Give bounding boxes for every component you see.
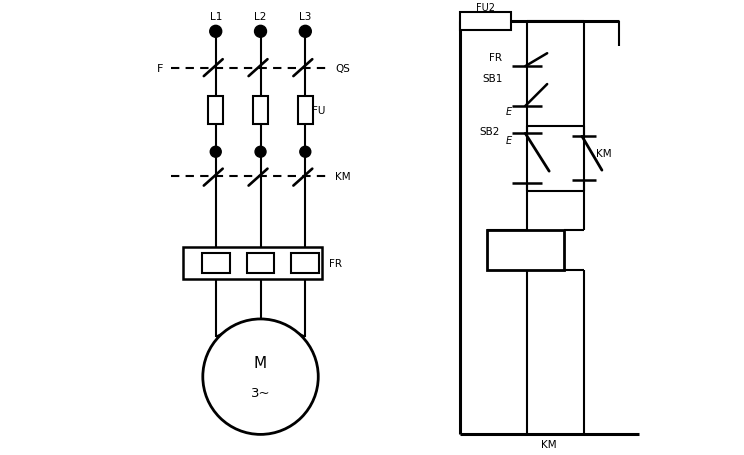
- Text: FU2: FU2: [476, 3, 495, 13]
- Text: F: F: [157, 64, 163, 74]
- Text: SB1: SB1: [482, 74, 502, 84]
- Text: FU: FU: [312, 106, 326, 116]
- Text: L1: L1: [210, 12, 222, 22]
- Bar: [246, 254, 275, 273]
- Bar: [487, 231, 564, 271]
- Circle shape: [254, 26, 266, 38]
- Text: KM: KM: [336, 171, 351, 181]
- Text: SB2: SB2: [479, 127, 499, 137]
- Text: E: E: [506, 106, 513, 116]
- Text: 3~: 3~: [251, 386, 270, 399]
- Circle shape: [299, 26, 311, 38]
- Circle shape: [255, 147, 266, 158]
- Bar: [298, 97, 312, 125]
- Bar: [292, 254, 319, 273]
- Bar: [183, 248, 322, 279]
- Circle shape: [211, 147, 221, 158]
- Text: FR: FR: [329, 258, 342, 268]
- Bar: [253, 97, 268, 125]
- Circle shape: [300, 147, 311, 158]
- Circle shape: [203, 319, 318, 435]
- Text: E: E: [506, 136, 513, 146]
- Text: M: M: [254, 355, 267, 370]
- Text: KM: KM: [596, 149, 612, 159]
- Bar: [208, 97, 223, 125]
- Circle shape: [210, 26, 222, 38]
- Text: KM: KM: [542, 440, 557, 450]
- Bar: [202, 254, 230, 273]
- Bar: [460, 13, 511, 31]
- Text: L3: L3: [299, 12, 312, 22]
- Text: L2: L2: [254, 12, 266, 22]
- Text: QS: QS: [336, 64, 350, 74]
- Text: FR: FR: [490, 53, 502, 63]
